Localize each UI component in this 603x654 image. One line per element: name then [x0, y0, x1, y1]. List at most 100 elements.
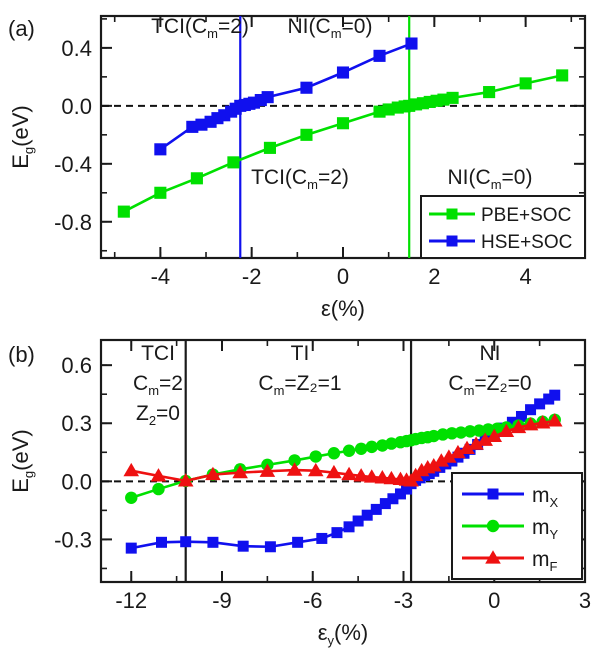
data-point — [534, 415, 551, 429]
phase-main: TCI — [141, 342, 175, 365]
data-point — [341, 466, 357, 481]
data-point — [261, 91, 274, 104]
data-point — [186, 120, 199, 133]
y-axis-title-main: E — [8, 154, 33, 169]
data-point — [152, 482, 165, 496]
x-tick-label: -4 — [151, 264, 171, 289]
legend-marker — [485, 550, 501, 564]
legend-marker — [446, 208, 458, 220]
data-point — [361, 509, 373, 521]
data-point — [154, 143, 167, 156]
data-point — [519, 77, 532, 90]
annotation-ni-blue: NI(Cm=0) — [288, 15, 373, 41]
y-axis-title: Eg(eV) — [8, 105, 36, 168]
data-point — [379, 498, 391, 510]
data-point — [498, 423, 515, 437]
annotation-tail: =2) — [318, 166, 349, 189]
x-tick-label: -9 — [212, 588, 232, 613]
y-tick-label: -0.4 — [54, 152, 92, 177]
phase-line-phase-tci: TCI — [141, 342, 175, 365]
legend-label-main: m — [532, 548, 550, 571]
annotation-tci-green: TCI(Cm=2) — [251, 166, 349, 192]
legend-label-main: m — [532, 516, 550, 539]
data-point — [342, 444, 356, 457]
phase-main: C — [258, 372, 273, 395]
panel-a: -4 -2 0 2 4 0.4 0.0 -0.4 -0.8 Eg(eV) ε(%) (a) TCI(Cm… — [8, 14, 587, 321]
legend-marker — [487, 488, 499, 500]
data-point — [316, 532, 328, 544]
legend-label: mY — [532, 516, 559, 542]
data-point — [326, 464, 342, 479]
x-tick-label: -2 — [242, 264, 262, 289]
x-tick-label: 3 — [579, 588, 591, 613]
legend-marker — [486, 519, 500, 533]
annotation-tail: =0) — [502, 166, 533, 189]
axis-ticks — [101, 16, 585, 258]
panel-letter: (b) — [8, 342, 35, 367]
x-axis-title-main: ε — [321, 296, 331, 321]
legend-label-sub: Y — [550, 527, 559, 542]
data-point — [436, 428, 450, 441]
phase-main: NI — [480, 342, 501, 365]
data-point — [177, 473, 194, 487]
data-point — [227, 156, 240, 169]
phase-sub: m — [148, 383, 159, 398]
data-point — [394, 488, 406, 500]
data-point — [300, 128, 313, 141]
data-point — [288, 454, 301, 467]
data-point — [343, 521, 355, 533]
data-point — [405, 37, 418, 50]
data-point — [486, 428, 503, 443]
data-point — [156, 536, 167, 548]
legend-label: mX — [532, 484, 559, 510]
annotation-tail: =2) — [218, 15, 249, 38]
data-point — [382, 103, 395, 116]
y-axis-title-sub: g — [21, 147, 36, 154]
phase-line-phase-ni: NI — [480, 342, 501, 365]
data-point — [331, 527, 343, 539]
annotation-sub: m — [331, 26, 342, 41]
y-tick-label: 0.3 — [61, 411, 92, 436]
data-point — [207, 536, 219, 548]
data-point — [264, 541, 276, 553]
data-point — [125, 542, 137, 554]
data-point — [354, 442, 368, 456]
data-point — [450, 444, 466, 459]
legend-label: mF — [532, 548, 558, 574]
data-point — [353, 468, 369, 482]
phase-tail: =2 — [159, 372, 183, 395]
legend-label: PBE+SOC — [481, 205, 571, 226]
series-HSE+SOC — [154, 37, 418, 156]
annotation-sub: m — [207, 26, 218, 41]
legend-label-sub: F — [550, 559, 558, 574]
x-tick-label: -6 — [303, 588, 323, 613]
data-point — [506, 416, 518, 428]
data-point — [454, 426, 468, 439]
y-axis-title-tail: (eV) — [8, 429, 33, 471]
data-point — [425, 458, 442, 472]
x-tick-label: -3 — [394, 588, 414, 613]
panel-b-plot: -12 -9 -6 -3 0 3 0.6 0.3 0.0 -0.3 Eg(eV) εy(%) (b) TC… — [8, 338, 591, 648]
panel-b: -12 -9 -6 -3 0 3 0.6 0.3 0.0 -0.3 Eg(eV) εy(%) (b) TC… — [0, 330, 603, 654]
data-point — [477, 432, 493, 446]
data-point — [543, 393, 555, 405]
data-point — [232, 464, 248, 479]
y-axis-title-main: E — [8, 478, 33, 493]
phase-main: C — [133, 372, 148, 395]
phase-tail: =Z₂=0 — [474, 372, 531, 395]
data-point — [434, 461, 446, 473]
data-point — [307, 462, 324, 477]
data-point — [309, 450, 322, 463]
legend-label-sub: X — [550, 495, 559, 510]
data-point — [363, 469, 380, 483]
phase-main: TI — [291, 342, 310, 365]
x-axis-title-main: ε — [318, 620, 328, 645]
legend-label-main: m — [532, 484, 550, 507]
y-tick-label: 0.6 — [61, 353, 92, 378]
x-axis-title-tail: (%) — [331, 296, 365, 321]
data-point — [387, 493, 399, 505]
data-point — [472, 424, 486, 437]
data-point — [263, 141, 276, 154]
data-point — [123, 462, 140, 477]
